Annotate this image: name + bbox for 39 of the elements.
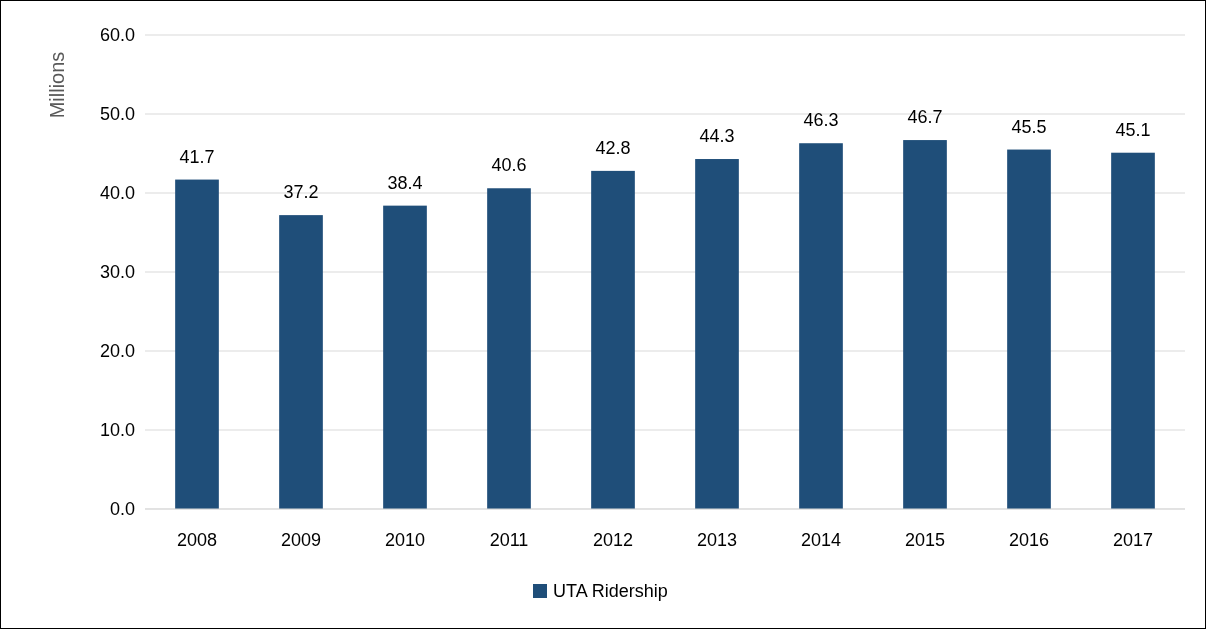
y-tick-label: 30.0 <box>99 262 135 283</box>
data-label: 44.3 <box>699 126 735 147</box>
data-label: 41.7 <box>179 146 215 167</box>
bar <box>279 215 323 509</box>
bar <box>903 140 947 509</box>
y-tick-label: 10.0 <box>99 420 135 441</box>
x-tick-label: 2012 <box>592 530 634 550</box>
legend-label: UTA Ridership <box>553 581 668 602</box>
x-tick-label: 2011 <box>489 530 529 550</box>
bar <box>487 188 531 509</box>
y-axis-title: Millions <box>46 51 68 119</box>
x-tick-label: 2016 <box>1008 530 1050 550</box>
bar <box>1111 152 1155 509</box>
x-tick-label: 2017 <box>1112 530 1154 550</box>
data-label: 45.5 <box>1011 116 1047 137</box>
data-label: 37.2 <box>283 182 319 203</box>
x-tick-label: 2013 <box>696 530 738 550</box>
x-tick-label: 2008 <box>176 530 218 550</box>
bar <box>591 170 635 509</box>
data-label: 38.4 <box>387 172 423 193</box>
bar <box>1007 149 1051 509</box>
data-label: 45.1 <box>1115 119 1151 140</box>
data-label: 46.3 <box>803 110 839 131</box>
bar <box>383 205 427 509</box>
y-tick-label: 60.0 <box>99 25 135 46</box>
x-tick-label: 2009 <box>280 530 322 550</box>
y-tick-label: 20.0 <box>99 341 135 362</box>
x-tick-label: 2014 <box>800 530 842 550</box>
bar <box>175 179 219 509</box>
y-tick-label: 50.0 <box>99 104 135 125</box>
bar <box>695 159 739 509</box>
bar <box>799 143 843 509</box>
data-label: 40.6 <box>491 155 527 176</box>
y-tick-label: 40.0 <box>99 183 135 204</box>
data-label: 46.7 <box>907 107 943 128</box>
data-label: 42.8 <box>595 137 631 158</box>
x-tick-label: 2015 <box>904 530 946 550</box>
y-tick-label: 0.0 <box>109 499 135 520</box>
x-tick-label: 2010 <box>384 530 426 550</box>
